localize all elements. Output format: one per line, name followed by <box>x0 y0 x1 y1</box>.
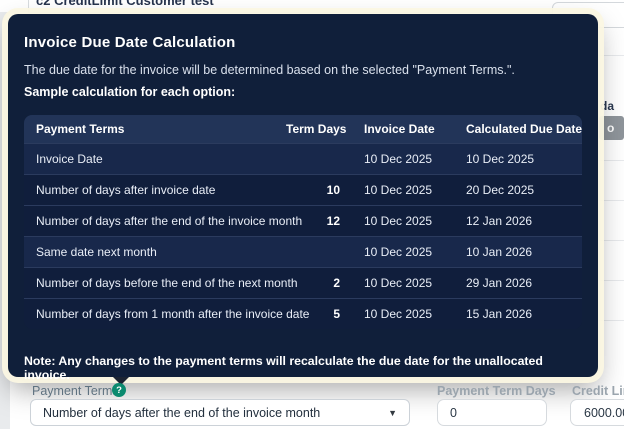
cell-payment-terms: Invoice Date <box>24 142 274 175</box>
page-row-line <box>598 160 624 161</box>
cell-invoice-date: 10 Dec 2025 <box>352 266 454 299</box>
page-divider-horizontal <box>28 12 552 13</box>
cell-calculated-due-date: 29 Jan 2026 <box>454 266 582 299</box>
cell-invoice-date: 10 Dec 2025 <box>352 204 454 237</box>
cell-term-days: 2 <box>274 266 352 299</box>
cell-payment-terms: Number of days before the end of the nex… <box>24 266 298 299</box>
help-icon[interactable]: ? <box>112 383 126 397</box>
page-row-line <box>598 280 624 281</box>
table-row: Number of days from 1 month after the in… <box>24 297 582 329</box>
table-row: Same date next month 10 Dec 2025 10 Jan … <box>24 235 582 268</box>
page-row-line <box>598 200 624 201</box>
popover-arrow <box>113 377 129 385</box>
popover-title: Invoice Due Date Calculation <box>24 34 236 51</box>
col-header-payment-terms: Payment Terms <box>24 114 274 144</box>
chevron-down-icon: ▼ <box>388 407 397 418</box>
cell-calculated-due-date: 10 Dec 2025 <box>454 142 582 175</box>
payment-term-days-input[interactable] <box>437 399 547 426</box>
table-row: Number of days before the end of the nex… <box>24 266 582 299</box>
page-row-line <box>598 55 624 56</box>
cell-term-days: 12 <box>274 204 352 237</box>
cell-calculated-due-date: 12 Jan 2026 <box>454 204 582 237</box>
col-header-term-days: Term Days <box>274 114 352 144</box>
credit-limit-label: Credit Lim <box>572 384 624 398</box>
payment-term-days-label: Payment Term Days <box>437 384 556 398</box>
cell-payment-terms: Same date next month <box>24 235 274 268</box>
cell-payment-terms: Number of days after the end of the invo… <box>24 204 302 237</box>
cell-payment-terms: Number of days from 1 month after the in… <box>24 297 309 329</box>
cell-invoice-date: 10 Dec 2025 <box>352 173 454 206</box>
payment-terms-label: Payment Terms <box>32 384 119 398</box>
cell-invoice-date: 10 Dec 2025 <box>352 142 454 175</box>
customer-name-text: c2 CreditLimit Customer test <box>36 0 214 8</box>
payment-terms-select[interactable]: Number of days after the end of the invo… <box>30 399 410 426</box>
page-row-line <box>598 320 624 321</box>
payment-terms-selected-value: Number of days after the end of the invo… <box>43 405 321 420</box>
popover-description: The due date for the invoice will be det… <box>24 63 515 77</box>
popover-note: Note: Any changes to the payment terms w… <box>24 353 543 382</box>
table-header-row: Payment Terms Term Days Invoice Date Cal… <box>24 114 582 144</box>
popover-subheading: Sample calculation for each option: <box>24 84 236 99</box>
cell-term-days <box>274 142 352 175</box>
col-header-invoice-date: Invoice Date <box>352 114 454 144</box>
cell-term-days <box>274 235 352 268</box>
cell-calculated-due-date: 10 Jan 2026 <box>454 235 582 268</box>
payment-terms-sample-table: Payment Terms Term Days Invoice Date Cal… <box>24 114 582 329</box>
page-left-gutter <box>0 12 10 429</box>
invoice-due-date-popover: Invoice Due Date Calculation The due dat… <box>8 14 598 382</box>
cell-invoice-date: 10 Dec 2025 <box>352 235 454 268</box>
cell-invoice-date: 10 Dec 2025 <box>352 297 454 329</box>
cell-payment-terms: Number of days after invoice date <box>24 173 274 206</box>
table-row: Number of days after invoice date 10 10 … <box>24 173 582 206</box>
cell-calculated-due-date: 20 Dec 2025 <box>454 173 582 206</box>
background-button-fragment[interactable]: o <box>599 116 624 140</box>
cell-calculated-due-date: 15 Jan 2026 <box>454 297 582 329</box>
table-row: Invoice Date 10 Dec 2025 10 Dec 2025 <box>24 142 582 175</box>
page-divider-vertical <box>28 0 29 12</box>
cell-term-days: 10 <box>274 173 352 206</box>
col-header-calculated-due-date: Calculated Due Date <box>454 114 582 144</box>
credit-limit-input[interactable] <box>570 399 624 426</box>
table-row: Number of days after the end of the invo… <box>24 204 582 237</box>
background-label-fragment: da <box>600 99 615 113</box>
cell-term-days: 5 <box>274 297 352 329</box>
page-row-line <box>598 240 624 241</box>
